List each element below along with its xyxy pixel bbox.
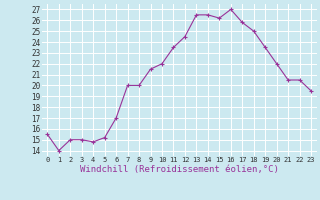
X-axis label: Windchill (Refroidissement éolien,°C): Windchill (Refroidissement éolien,°C) xyxy=(80,165,279,174)
